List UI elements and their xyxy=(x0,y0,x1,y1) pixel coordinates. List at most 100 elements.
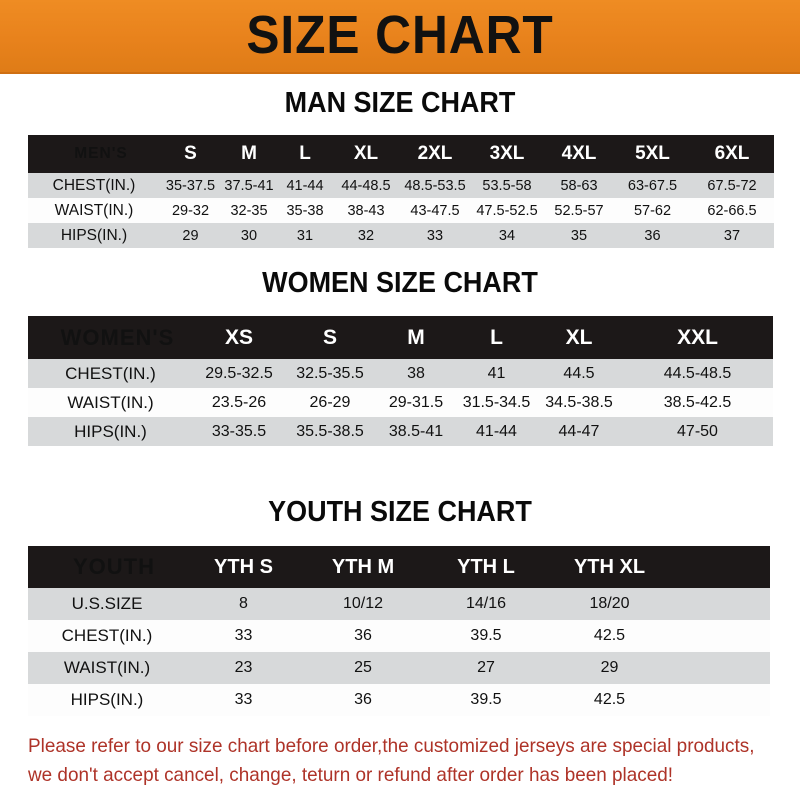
men-cell: 63-67.5 xyxy=(615,173,690,198)
youth-cell: 8 xyxy=(186,588,301,620)
men-size-header: L xyxy=(277,135,333,173)
women-cell: 32.5-35.5 xyxy=(285,359,375,388)
table-row: U.S.SIZE 8 10/12 14/16 18/20 xyxy=(28,588,770,620)
table-row: CHEST(IN.) 33 36 39.5 42.5 xyxy=(28,620,770,652)
youth-cell: 39.5 xyxy=(425,620,547,652)
women-size-header: S xyxy=(285,316,375,359)
table-row: HIPS(IN.) 29 30 31 32 33 34 35 36 37 xyxy=(28,223,774,248)
women-cell: 44.5 xyxy=(536,359,622,388)
women-size-table: WOMEN'S XS S M L XL XXL CHEST(IN.) 29.5-32.5 32.5… xyxy=(28,316,773,446)
youth-table-body: YOUTH YTH S YTH M YTH L YTH XL U.S.SIZE 8 10/12… xyxy=(28,546,770,716)
men-table-body: MEN'S S M L XL 2XL 3XL 4XL 5XL 6XL CHEST(IN.) 35-37… xyxy=(28,135,774,248)
youth-cell: 27 xyxy=(425,652,547,684)
man-section-title: MAN SIZE CHART xyxy=(284,87,516,119)
men-cell: 53.5-58 xyxy=(471,173,543,198)
order-notice: Please refer to our size chart before or… xyxy=(28,732,757,790)
table-row: HIPS(IN.) 33 36 39.5 42.5 xyxy=(28,684,770,716)
men-size-header: 2XL xyxy=(399,135,471,173)
men-row-label: CHEST(IN.) xyxy=(28,173,160,198)
youth-cell: 39.5 xyxy=(425,684,547,716)
youth-cell: 36 xyxy=(301,684,425,716)
men-cell: 36 xyxy=(615,223,690,248)
youth-cell: 10/12 xyxy=(301,588,425,620)
men-cell: 35-37.5 xyxy=(160,173,221,198)
youth-cell: 23 xyxy=(186,652,301,684)
women-header-row: WOMEN'S XS S M L XL XXL xyxy=(28,316,773,359)
women-row-label: HIPS(IN.) xyxy=(28,417,193,446)
women-cell: 29.5-32.5 xyxy=(193,359,285,388)
order-notice-line-2: we don't accept cancel, change, teturn o… xyxy=(28,764,674,786)
women-cell: 38.5-42.5 xyxy=(622,388,773,417)
women-cell: 34.5-38.5 xyxy=(536,388,622,417)
youth-cell-spacer xyxy=(672,620,770,652)
men-header-row: MEN'S S M L XL 2XL 3XL 4XL 5XL 6XL xyxy=(28,135,774,173)
women-cell: 44.5-48.5 xyxy=(622,359,773,388)
men-size-table: MEN'S S M L XL 2XL 3XL 4XL 5XL 6XL CHEST(IN.) 35-37… xyxy=(28,135,774,248)
men-cell: 41-44 xyxy=(277,173,333,198)
men-size-header: S xyxy=(160,135,221,173)
youth-cell: 25 xyxy=(301,652,425,684)
table-row: CHEST(IN.) 35-37.5 37.5-41 41-44 44-48.5 48.5… xyxy=(28,173,774,198)
men-cell: 37.5-41 xyxy=(221,173,277,198)
women-cell: 44-47 xyxy=(536,417,622,446)
women-cell: 35.5-38.5 xyxy=(285,417,375,446)
table-row: WAIST(IN.) 29-32 32-35 35-38 38-43 43-47.5 47.… xyxy=(28,198,774,223)
men-cell: 32 xyxy=(333,223,399,248)
women-cell: 47-50 xyxy=(622,417,773,446)
men-header-label: MEN'S xyxy=(28,135,160,173)
men-cell: 30 xyxy=(221,223,277,248)
men-cell: 52.5-57 xyxy=(543,198,615,223)
men-cell: 33 xyxy=(399,223,471,248)
women-size-header: XS xyxy=(193,316,285,359)
women-cell: 38 xyxy=(375,359,457,388)
youth-cell: 33 xyxy=(186,684,301,716)
table-row: CHEST(IN.) 29.5-32.5 32.5-35.5 38 41 44.5 44.5… xyxy=(28,359,773,388)
youth-size-table: YOUTH YTH S YTH M YTH L YTH XL U.S.SIZE 8 10/12… xyxy=(28,546,770,716)
youth-size-header: YTH L xyxy=(425,546,547,588)
table-row: HIPS(IN.) 33-35.5 35.5-38.5 38.5-41 41-44 44-… xyxy=(28,417,773,446)
youth-row-label: U.S.SIZE xyxy=(28,588,186,620)
men-cell: 43-47.5 xyxy=(399,198,471,223)
men-cell: 35-38 xyxy=(277,198,333,223)
youth-cell: 14/16 xyxy=(425,588,547,620)
women-cell: 31.5-34.5 xyxy=(457,388,536,417)
men-size-header: 5XL xyxy=(615,135,690,173)
women-cell: 26-29 xyxy=(285,388,375,417)
table-row: WAIST(IN.) 23.5-26 26-29 29-31.5 31.5-34.5 34… xyxy=(28,388,773,417)
youth-row-label: WAIST(IN.) xyxy=(28,652,186,684)
banner: SIZE CHART xyxy=(0,0,800,74)
women-header-label: WOMEN'S xyxy=(28,316,193,359)
table-row: WAIST(IN.) 23 25 27 29 xyxy=(28,652,770,684)
youth-cell: 18/20 xyxy=(547,588,672,620)
women-table-body: WOMEN'S XS S M L XL XXL CHEST(IN.) 29.5-32.5 32.5… xyxy=(28,316,773,446)
women-cell: 33-35.5 xyxy=(193,417,285,446)
youth-row-label: HIPS(IN.) xyxy=(28,684,186,716)
men-cell: 35 xyxy=(543,223,615,248)
youth-header-label: YOUTH xyxy=(28,546,186,588)
banner-title: SIZE CHART xyxy=(246,5,554,65)
men-cell: 57-62 xyxy=(615,198,690,223)
men-cell: 44-48.5 xyxy=(333,173,399,198)
men-cell: 38-43 xyxy=(333,198,399,223)
men-cell: 29-32 xyxy=(160,198,221,223)
women-cell: 23.5-26 xyxy=(193,388,285,417)
women-size-header: L xyxy=(457,316,536,359)
youth-size-header: YTH M xyxy=(301,546,425,588)
men-cell: 29 xyxy=(160,223,221,248)
youth-cell-spacer xyxy=(672,684,770,716)
men-row-label: WAIST(IN.) xyxy=(28,198,160,223)
men-cell: 37 xyxy=(690,223,774,248)
men-cell: 31 xyxy=(277,223,333,248)
women-size-header: XXL xyxy=(622,316,773,359)
men-cell: 67.5-72 xyxy=(690,173,774,198)
men-row-label: HIPS(IN.) xyxy=(28,223,160,248)
women-cell: 41 xyxy=(457,359,536,388)
youth-cell: 42.5 xyxy=(547,684,672,716)
youth-cell: 29 xyxy=(547,652,672,684)
youth-section-title: YOUTH SIZE CHART xyxy=(268,496,532,528)
men-size-header: M xyxy=(221,135,277,173)
men-size-header: 4XL xyxy=(543,135,615,173)
men-cell: 47.5-52.5 xyxy=(471,198,543,223)
men-size-header: XL xyxy=(333,135,399,173)
